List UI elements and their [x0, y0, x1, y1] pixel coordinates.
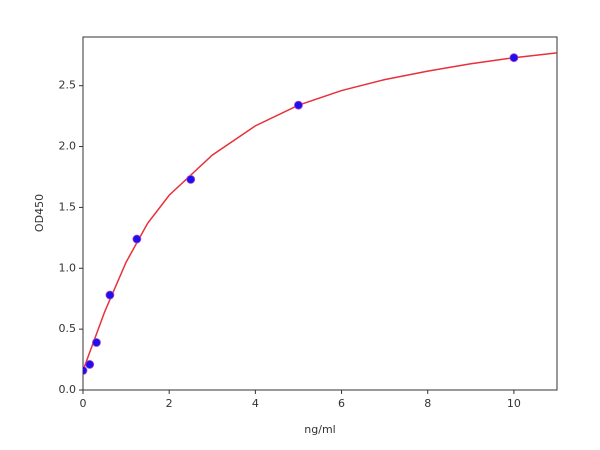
y-tick-label: 1.0	[59, 261, 77, 274]
data-point	[294, 100, 303, 110]
x-tick-label: 0	[80, 397, 87, 410]
fit-curve	[83, 52, 557, 371]
x-tick-label: 8	[424, 397, 431, 410]
data-point	[509, 53, 519, 63]
data-point	[132, 234, 142, 244]
data-point	[85, 360, 95, 369]
y-tick-label: 0.0	[59, 383, 77, 396]
data-point	[83, 366, 88, 375]
plot-frame	[82, 36, 558, 391]
y-tick-label: 0.5	[59, 322, 77, 335]
x-tick-label: 4	[252, 397, 259, 410]
y-tick-label: 2.5	[59, 79, 77, 92]
x-tick-label: 6	[338, 397, 345, 410]
y-axis-label: OD450	[33, 194, 46, 232]
y-tick-label: 1.5	[59, 200, 77, 213]
data-point	[105, 290, 115, 300]
data-point	[186, 175, 196, 184]
x-tick-label: 10	[507, 397, 521, 410]
y-tick-label: 2.0	[59, 140, 77, 153]
x-tick-label: 2	[166, 397, 173, 410]
data-point	[92, 338, 101, 347]
x-axis-label: ng/ml	[304, 423, 335, 436]
